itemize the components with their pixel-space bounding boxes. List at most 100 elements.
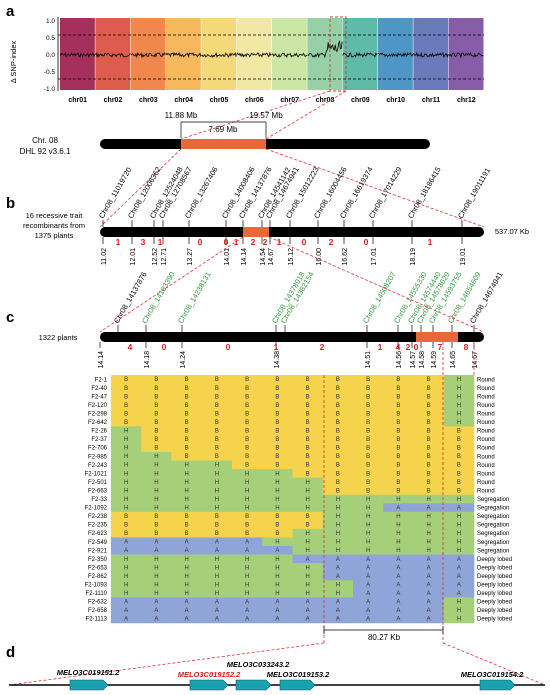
genotype-code: A (215, 608, 219, 614)
y-tick-5: -1.0 (44, 86, 56, 93)
genotype-cell (322, 392, 354, 401)
genotype-code: A (457, 582, 461, 588)
genotype-cell (443, 528, 475, 538)
genotype-code: B (336, 488, 340, 494)
zoom-line-c-right (268, 236, 485, 333)
genotype-code: B (154, 446, 158, 452)
genotype-code: B (215, 377, 219, 383)
genotype-code: H (275, 471, 279, 477)
genotype-cell (111, 486, 142, 495)
genotype-cell (232, 605, 263, 615)
genotype-cell (201, 486, 233, 495)
genotype-cell (353, 426, 384, 436)
zoom-line-c-left (99, 236, 244, 333)
recombinant-count: 2 (251, 237, 256, 247)
genotype-code: A (427, 565, 431, 571)
genotype-code: A (245, 600, 249, 606)
snp-trend-line-chr09 (342, 52, 378, 59)
genotype-cell (353, 392, 384, 401)
genotype-code: B (366, 394, 370, 400)
genotype-code: B (275, 377, 279, 383)
genotype-cell (322, 426, 354, 436)
gene-label-019151: MELO3C019151.2 (57, 668, 120, 677)
genotype-code: H (275, 505, 279, 511)
phenotype-label: Round (477, 386, 495, 392)
genotype-cell (262, 511, 293, 521)
genotype-cell (353, 451, 384, 461)
phenotype-label: Deeply lobed (477, 574, 512, 580)
genotype-cell (292, 451, 324, 461)
genotype-cell (383, 469, 414, 478)
genotype-code: B (427, 480, 431, 486)
genotype-code: B (215, 394, 219, 400)
genotype-code: H (184, 488, 188, 494)
genotype-code: A (275, 617, 279, 623)
marker-position: 14.18 (144, 351, 151, 369)
recombinant-count: 0 (226, 342, 231, 352)
genotype-code: B (336, 377, 340, 383)
genotype-cell (292, 400, 324, 410)
genotype-cell (383, 588, 414, 598)
genotype-cell (171, 400, 203, 410)
genotype-cell (262, 597, 293, 607)
genotype-cell (232, 426, 263, 436)
genotype-cell (443, 443, 475, 453)
genotype-cell (413, 554, 445, 564)
plant-id: F2-37 (91, 437, 107, 443)
genotype-code: H (215, 557, 219, 563)
genotype-cell (292, 417, 324, 427)
genotype-code: B (306, 454, 310, 460)
genotype-cell (383, 409, 414, 419)
genotype-code: A (457, 574, 461, 580)
genotype-code: B (457, 437, 461, 443)
genotype-code: B (427, 429, 431, 435)
genotype-code: A (215, 540, 219, 546)
genotype-code: B (275, 437, 279, 443)
genotype-code: A (245, 548, 249, 554)
genotype-cell (232, 417, 263, 427)
genotype-code: H (124, 574, 128, 580)
genotype-cell (443, 537, 475, 547)
genotype-code: H (336, 591, 340, 597)
genotype-cell (111, 597, 142, 607)
genotype-code: H (305, 548, 309, 554)
genotype-code: B (185, 446, 189, 452)
genotype-code: A (336, 617, 340, 623)
genotype-cell (171, 511, 203, 521)
genotype-code: H (154, 471, 158, 477)
genotype-cell (413, 443, 445, 453)
genotype-cell (413, 563, 445, 572)
genotype-code: H (426, 548, 430, 554)
genotype-code: B (124, 514, 128, 520)
genotype-code: B (396, 471, 400, 477)
genotype-code: A (154, 540, 158, 546)
genotype-code: H (305, 565, 309, 571)
genotype-code: B (245, 463, 249, 469)
genotype-cell (322, 546, 354, 555)
genotype-cell (262, 605, 293, 615)
genotype-cell (322, 460, 354, 470)
chromosome-labels: chr01 chr02 chr03 chr04 chr05 chr06 chr07 chr08… (68, 97, 475, 104)
genotype-code: H (426, 523, 430, 529)
genotype-code: H (336, 505, 340, 511)
genotype-cell (141, 375, 172, 384)
genotype-code: H (124, 471, 128, 477)
plant-id: F2-243 (88, 463, 108, 469)
genotype-cell (353, 580, 384, 590)
y-tick-1: 1.0 (46, 18, 55, 25)
genotype-cell (292, 469, 324, 478)
recombinant-count: 2 (263, 237, 268, 247)
genotype-cell (413, 503, 445, 513)
genotype-cell (292, 392, 324, 401)
genotype-code: B (245, 386, 249, 392)
genotype-code: H (426, 540, 430, 546)
genotype-cell (353, 417, 384, 427)
genotype-cell (262, 443, 293, 453)
phenotype-label: Round (477, 488, 495, 494)
genotype-cell (383, 537, 414, 547)
genotype-cell (171, 554, 203, 564)
gene-label-019152-candidate: MELO3C019152.2 (178, 670, 241, 679)
genotype-cell (171, 571, 203, 581)
genotype-code: B (396, 480, 400, 486)
genotype-cell (353, 588, 384, 598)
